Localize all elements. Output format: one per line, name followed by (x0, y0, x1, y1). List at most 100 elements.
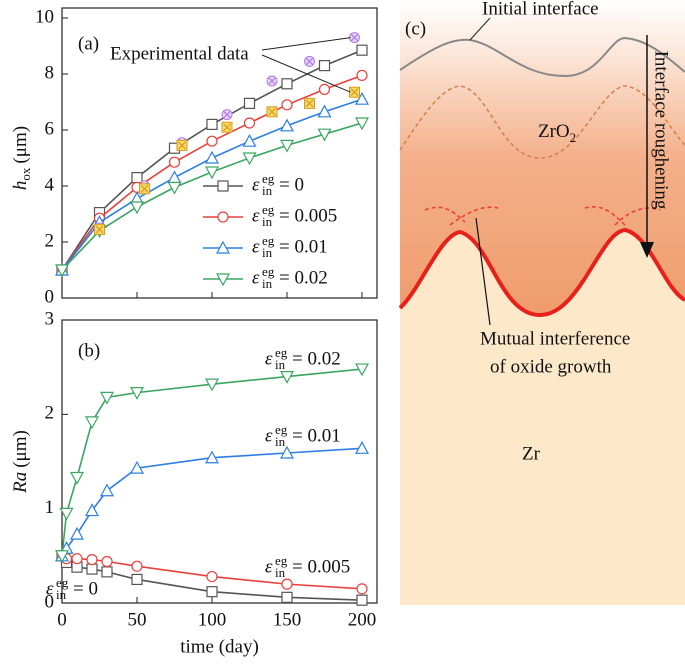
panel-label: (c) (405, 18, 426, 39)
marker (94, 223, 105, 235)
symbol: ε (252, 267, 260, 288)
marker (318, 83, 331, 96)
marker (131, 172, 143, 184)
symbol-sup: eg (262, 233, 275, 248)
y-tick-label: 8 (45, 62, 55, 83)
symbol-sup: eg (262, 264, 275, 279)
marker (243, 117, 256, 129)
y-tick-label: 0 (45, 591, 55, 612)
marker (281, 578, 293, 590)
pointer-line (475, 217, 491, 326)
symbol-sub: in (275, 565, 286, 580)
y-tick-label: 3 (45, 308, 55, 329)
symbol-sup: eg (275, 345, 288, 360)
plot-frame (61, 319, 378, 604)
marker (167, 181, 182, 195)
marker (204, 450, 220, 464)
symbol-sub: in (275, 357, 286, 372)
plot-frame (61, 7, 378, 299)
oxide-label: ZrO2 (538, 121, 576, 145)
marker (204, 150, 220, 164)
marker (356, 44, 368, 56)
legend-label: = 0.005 (292, 556, 350, 577)
marker-part (268, 77, 276, 85)
x-tick-label: 200 (348, 609, 377, 630)
y-axis-label: hox (μm) (10, 126, 33, 190)
marker (54, 550, 70, 564)
marker (281, 99, 293, 111)
marker (279, 118, 295, 132)
marker (129, 387, 145, 400)
marker (69, 526, 85, 540)
marker (84, 416, 100, 430)
marker-part (350, 88, 359, 97)
marker (129, 201, 145, 215)
legend-label: = 0.01 (292, 425, 341, 446)
legend-label: = 0 (73, 578, 98, 599)
symbol-sup: eg (262, 171, 275, 186)
symbol-sub: in (262, 245, 273, 260)
marker (129, 460, 145, 474)
marker (215, 273, 231, 287)
symbol: ε (265, 556, 273, 577)
marker (356, 583, 368, 595)
marker (281, 78, 293, 90)
marker (206, 135, 218, 147)
marker (279, 139, 295, 153)
y-tick-label: 6 (45, 118, 55, 139)
symbol-sup: eg (275, 422, 288, 437)
y-tick-label: 2 (45, 230, 55, 251)
marker (217, 211, 229, 223)
y-label-main: Ra (10, 472, 31, 494)
marker-part (140, 184, 149, 193)
marker (317, 128, 332, 142)
marker (279, 445, 295, 459)
initial-interface-line (399, 36, 685, 78)
marker (356, 69, 368, 82)
legend-label: = 0.02 (279, 267, 328, 288)
marker (349, 32, 360, 44)
marker (59, 507, 74, 521)
marker (69, 471, 85, 485)
marker (101, 566, 113, 578)
y-label-sub: ox (18, 167, 33, 181)
marker (243, 97, 256, 110)
legend-label: = 0.02 (292, 348, 341, 369)
symbol-sup: eg (262, 202, 275, 217)
marker (84, 503, 100, 517)
annotation: Interface roughening (651, 51, 672, 210)
symbol: ε (46, 578, 54, 599)
legend-label: = 0.01 (279, 236, 328, 257)
marker-part (95, 225, 104, 234)
x-tick-label: 100 (198, 609, 227, 630)
symbol-sup: eg (56, 575, 69, 590)
symbol-sub: in (262, 183, 273, 198)
marker (86, 563, 98, 575)
marker (304, 97, 315, 109)
symbol-sup: eg (275, 553, 288, 568)
symbol: ε (265, 425, 273, 446)
oxide-main: ZrO (538, 121, 570, 142)
y-label-unit: (μm) (10, 126, 31, 164)
marker (215, 240, 231, 254)
marker (354, 117, 370, 131)
marker (221, 121, 233, 133)
marker (204, 166, 220, 180)
marker (266, 106, 278, 118)
x-tick-label: 50 (128, 609, 147, 630)
y-tick-label: 2 (45, 403, 55, 424)
x-tick-label: 0 (57, 609, 67, 630)
marker (281, 591, 293, 603)
marker (356, 594, 368, 606)
annotation: Experimental data (110, 43, 249, 64)
y-axis-label: Ra (μm) (10, 430, 31, 494)
marker-part (268, 107, 276, 116)
marker-part (305, 57, 314, 66)
legend-label: = 0.005 (279, 205, 337, 226)
symbol-sub: in (275, 434, 286, 449)
marker (131, 573, 143, 586)
symbol: ε (252, 205, 260, 226)
oxide-sub: 2 (570, 130, 577, 145)
marker (266, 75, 278, 87)
